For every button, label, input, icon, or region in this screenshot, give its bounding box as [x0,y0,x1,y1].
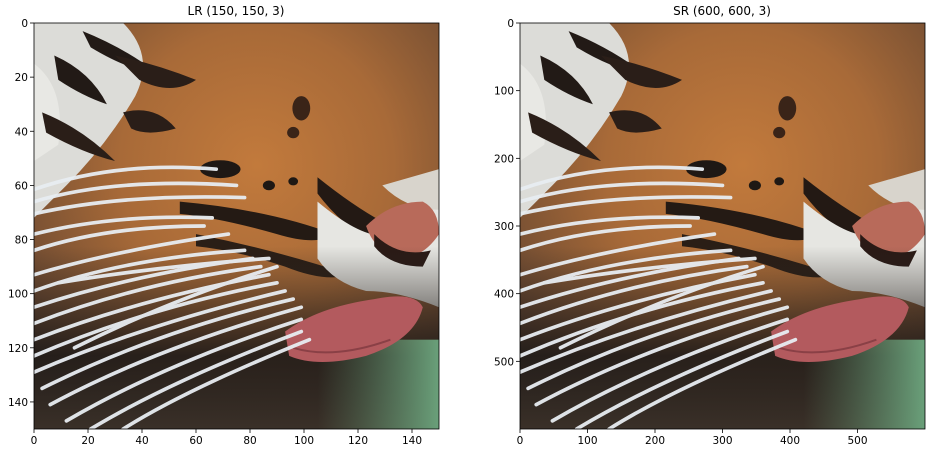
y-tick-label: 120 [8,343,28,355]
x-tick-label: 40 [135,435,148,447]
x-tick-label: 100 [577,435,597,447]
x-tick-label: 200 [645,435,665,447]
panel-lr: LR (150, 150, 3) 0 20 40 60 80 100 120 140 0 20 40… [8,4,440,447]
x-tick-label: 140 [402,435,422,447]
y-tick-label: 140 [8,397,28,409]
sr-tiger-image [520,23,925,429]
y-tick-label: 80 [15,235,28,247]
y-tick-label: 400 [494,289,514,301]
x-tick-label: 20 [81,435,94,447]
y-tick-label: 100 [8,289,28,301]
x-tick-label: 0 [517,435,524,447]
y-tick-label: 200 [494,153,514,165]
panel-lr-title: LR (150, 150, 3) [188,4,285,18]
y-tick-label: 60 [15,180,28,192]
x-tick-label: 300 [712,435,732,447]
y-tick-label: 100 [494,86,514,98]
panel-sr: SR (600, 600, 3) 0 100 200 300 400 500 0 100 200… [494,4,926,447]
y-tick-label: 40 [15,126,28,138]
y-tick-label: 0 [21,18,28,30]
y-tick-label: 300 [494,221,514,233]
x-tick-label: 80 [243,435,256,447]
x-tick-label: 100 [294,435,314,447]
x-tick-label: 500 [847,435,867,447]
panel-lr-frame [33,22,440,430]
panel-lr-ticks: 0 20 40 60 80 100 120 140 0 20 40 60 80 100 120 140 [8,18,422,447]
y-tick-label: 0 [507,18,514,30]
y-tick-label: 20 [15,72,28,84]
x-tick-label: 0 [31,435,38,447]
panel-sr-ticks: 0 100 200 300 400 500 0 100 200 300 400 500 [494,18,868,447]
x-tick-label: 60 [189,435,202,447]
x-tick-label: 120 [348,435,368,447]
panel-sr-title: SR (600, 600, 3) [673,4,771,18]
y-tick-label: 500 [494,356,514,368]
lr-tiger-image [34,23,439,429]
x-tick-label: 400 [780,435,800,447]
